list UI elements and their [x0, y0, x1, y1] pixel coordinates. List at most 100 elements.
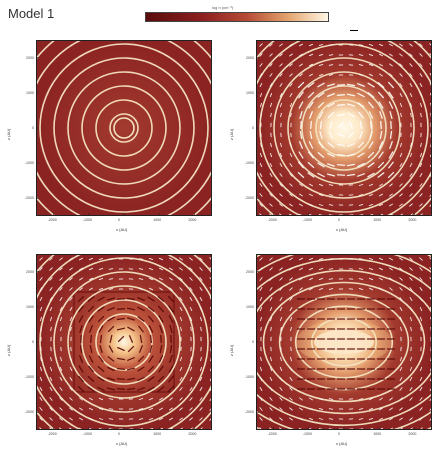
polarization-vector	[409, 287, 413, 291]
polarization-vector	[199, 366, 203, 372]
polarization-vector	[109, 334, 113, 344]
polarization-vector	[409, 297, 413, 301]
polarization-vector	[318, 268, 324, 270]
polarization-vector	[289, 73, 293, 77]
polarization-vector	[79, 397, 83, 401]
polarization-vector	[78, 375, 84, 383]
polarization-vector	[148, 267, 154, 271]
polarization-vector	[368, 267, 374, 271]
polarization-vector	[259, 162, 263, 168]
polarization-vector	[59, 267, 63, 271]
polarization-vector	[327, 163, 335, 167]
polarization-vector	[409, 203, 413, 207]
polarization-vector	[308, 277, 314, 281]
polarization-vector	[78, 315, 84, 323]
polarization-vector	[279, 316, 283, 322]
polarization-vector	[309, 183, 313, 187]
polarization-vector	[279, 92, 283, 98]
contour-line	[95, 99, 153, 157]
polarization-vector	[308, 407, 314, 411]
polarization-vector	[389, 287, 393, 291]
polarization-vector	[49, 366, 53, 372]
polarization-vector	[270, 326, 272, 332]
polarization-vector	[279, 257, 283, 261]
contour-line	[259, 43, 429, 213]
polarization-vector	[158, 257, 164, 261]
polarization-vector	[358, 258, 364, 260]
polarization-vector	[308, 417, 314, 421]
polarization-vector	[279, 163, 283, 167]
polarization-vector	[78, 257, 84, 261]
polarization-vector	[336, 113, 346, 117]
density-map	[36, 40, 212, 216]
polarization-vector	[318, 418, 324, 420]
polarization-vector	[137, 387, 145, 391]
polarization-vector	[87, 296, 95, 302]
polarization-vector	[378, 91, 384, 99]
polarization-vector	[379, 287, 383, 291]
polarization-vector	[289, 53, 293, 57]
polarization-vector	[270, 112, 272, 118]
polarization-vector	[289, 287, 293, 291]
polarization-vector	[167, 385, 175, 393]
polarization-vector	[346, 83, 356, 87]
polarization-vector	[260, 366, 262, 372]
polarization-vector	[88, 267, 94, 271]
contour-line	[53, 271, 195, 413]
polarization-vector	[88, 277, 94, 281]
polarization-vector	[419, 63, 423, 67]
polarization-vector	[389, 63, 393, 67]
polarization-vector	[346, 163, 356, 167]
contour-line	[256, 257, 432, 427]
polarization-vector	[260, 326, 262, 332]
polarization-vector	[368, 397, 374, 401]
x-tick-label: 0	[118, 432, 120, 436]
polarization-vector	[409, 306, 413, 312]
polarization-vector	[279, 267, 283, 271]
polarization-vector	[117, 335, 125, 343]
polarization-vector	[389, 141, 393, 149]
polarization-vector	[59, 277, 63, 281]
polarization-vector	[138, 268, 144, 270]
polarization-vector	[149, 334, 153, 344]
x-tick-label: 2000	[188, 218, 197, 222]
x-tick-label: 1000	[153, 432, 162, 436]
polarization-vector	[199, 257, 203, 261]
polarization-vector	[69, 377, 73, 381]
polarization-vector	[309, 111, 313, 119]
x-tick-label: 0	[338, 432, 340, 436]
y-tick-label: -2000	[244, 410, 254, 415]
polarization-vector	[59, 387, 63, 391]
polarization-vector	[410, 142, 412, 148]
polarization-vector	[400, 112, 402, 118]
polarization-vector	[419, 306, 423, 312]
polarization-vector	[259, 173, 263, 177]
polarization-vector	[269, 183, 273, 187]
polarization-vector	[116, 357, 126, 361]
polarization-vector	[180, 326, 182, 332]
polarization-vector	[108, 398, 114, 400]
polarization-vector	[179, 297, 183, 301]
polarization-vector	[190, 326, 192, 332]
polarization-vector	[149, 344, 153, 354]
polarization-vector	[40, 366, 42, 372]
polarization-vector	[419, 43, 423, 47]
polarization-vector	[279, 417, 283, 421]
polarization-vector	[148, 397, 154, 401]
polarization-vector	[387, 171, 395, 179]
polarization-vector	[358, 268, 364, 270]
polarization-vector	[59, 316, 63, 322]
x-tick-label: 1000	[153, 218, 162, 222]
polarization-vector	[39, 257, 43, 261]
polarization-vector	[259, 387, 263, 391]
polarization-vector	[98, 355, 104, 363]
polarization-vector	[409, 53, 413, 57]
polarization-vector	[158, 417, 164, 421]
polarization-vector	[89, 344, 93, 354]
polarization-vector	[409, 193, 413, 197]
polarization-vector	[138, 398, 144, 400]
contour-line	[81, 299, 167, 385]
polarization-vector	[147, 386, 155, 392]
polarization-vector	[419, 397, 423, 401]
polarization-vector	[259, 267, 263, 271]
